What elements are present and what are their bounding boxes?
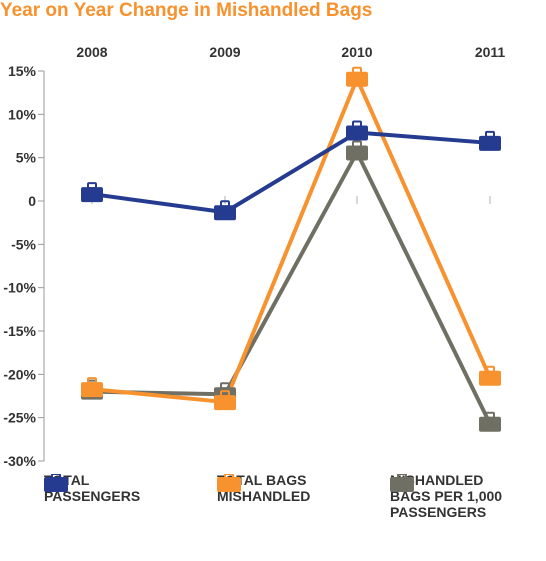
series-line — [91, 130, 491, 215]
data-point — [479, 135, 501, 151]
data-point — [346, 125, 368, 141]
x-tick-label: 2011 — [475, 44, 506, 60]
data-point — [214, 205, 236, 221]
series-line — [91, 76, 492, 405]
y-tick-label: 10% — [8, 106, 37, 122]
legend-item-mishandled-bags-per-1000: MISHANDLED BAGS PER 1,000 PASSENGERS — [390, 472, 510, 520]
y-tick-label: -15% — [3, 323, 36, 339]
y-tick-label: 15% — [8, 63, 37, 79]
y-tick-label: -30% — [3, 453, 36, 469]
x-tick-label: 2010 — [341, 44, 372, 60]
y-tick-label: -5% — [11, 236, 36, 252]
data-point — [346, 145, 368, 161]
suitcase-icon — [390, 474, 414, 492]
legend-item-total-bags-mishandled: TOTAL BAGS MISHANDLED — [217, 472, 337, 504]
chart-title: Year on Year Change in Mishandled Bags — [0, 0, 373, 21]
data-point — [81, 382, 103, 398]
suitcase-icon — [217, 474, 241, 492]
data-point — [81, 187, 103, 203]
legend-label: MISHANDLED BAGS PER 1,000 PASSENGERS — [390, 472, 503, 520]
data-point — [214, 395, 236, 411]
x-tick-label: 2008 — [76, 44, 107, 60]
y-tick-label: 0 — [28, 193, 36, 209]
y-tick-label: 5% — [16, 150, 37, 166]
series-line — [91, 150, 492, 425]
data-point — [479, 370, 501, 386]
x-tick-label: 2009 — [209, 44, 240, 60]
suitcase-icon — [44, 474, 68, 492]
y-tick-label: -10% — [3, 280, 36, 296]
data-point — [346, 71, 368, 87]
data-point — [479, 416, 501, 432]
y-tick-label: -25% — [3, 410, 36, 426]
y-tick-label: -20% — [3, 366, 36, 382]
legend-item-total-passengers: TOTAL PASSENGERS — [44, 472, 164, 504]
